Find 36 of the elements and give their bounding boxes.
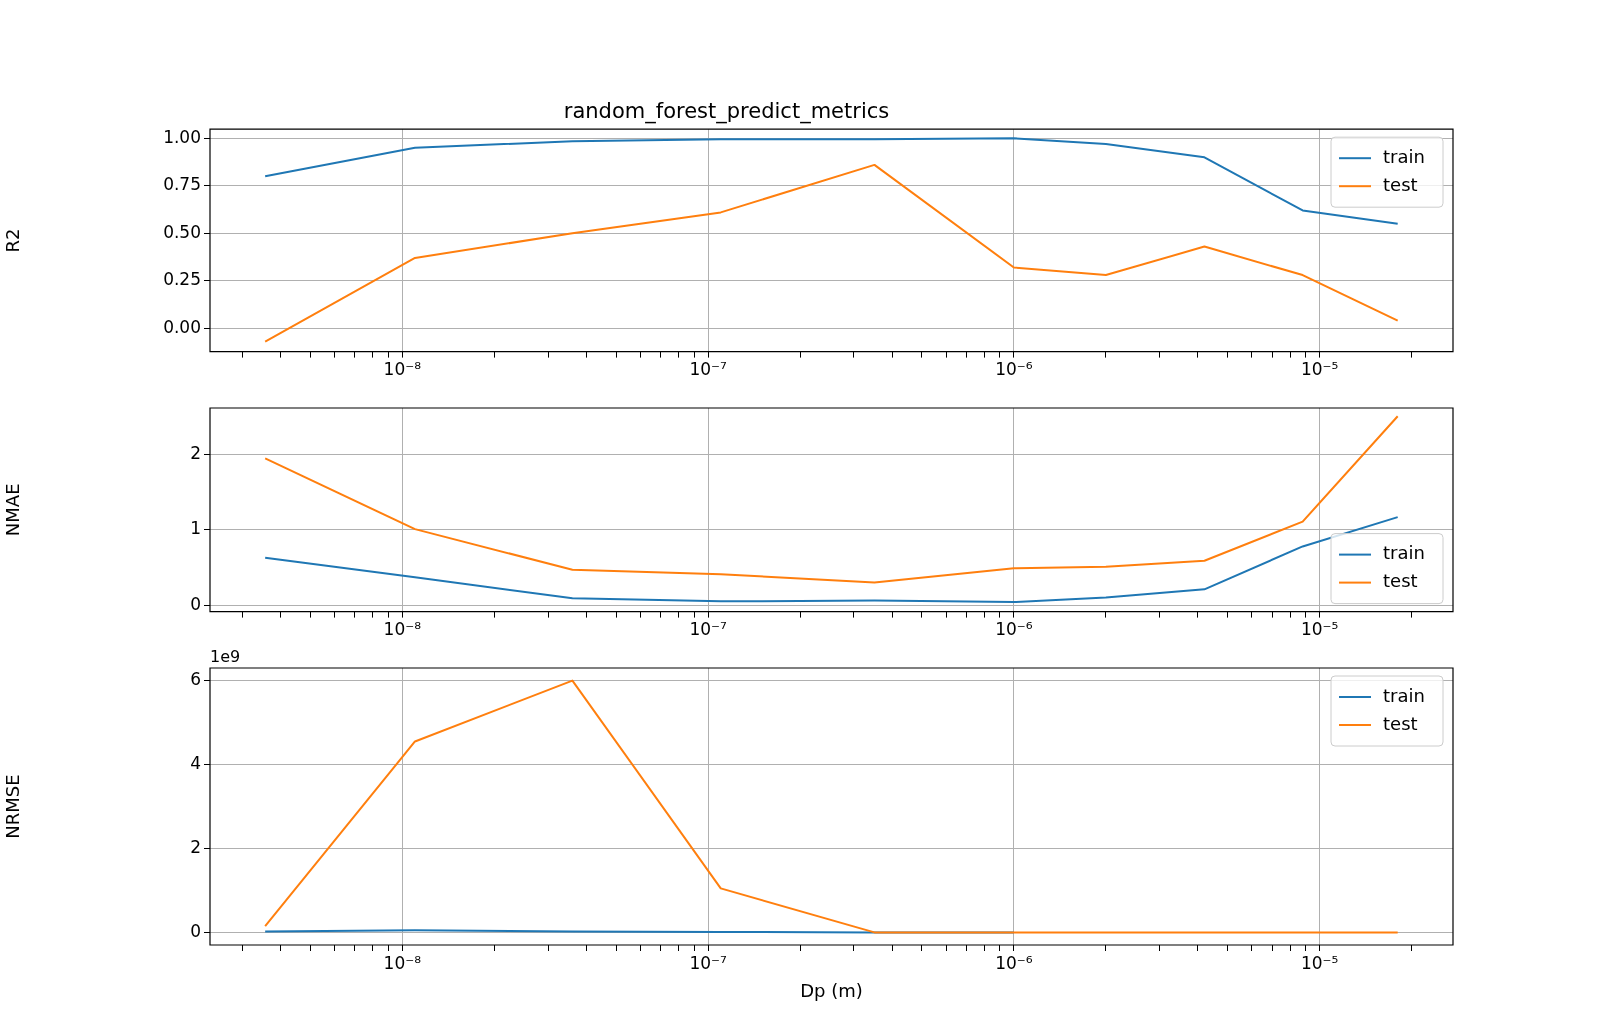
y-tick-label: 0.50 bbox=[163, 221, 201, 242]
legend-label: test bbox=[1383, 712, 1418, 734]
x-tick-label: 10⁻⁵ bbox=[1300, 952, 1339, 973]
legend-label: test bbox=[1383, 173, 1418, 195]
x-tick-label: 10⁻⁷ bbox=[689, 952, 727, 973]
x-tick-label: 10⁻⁶ bbox=[995, 619, 1033, 640]
y-tick-label: 1.00 bbox=[163, 126, 201, 147]
y-tick-label: 0.00 bbox=[163, 316, 201, 337]
y-tick-label: 0 bbox=[190, 920, 201, 941]
x-tick-label: 10⁻⁸ bbox=[383, 952, 422, 973]
y-tick-label: 6 bbox=[190, 669, 201, 690]
y-axis-title: NMAE bbox=[2, 483, 24, 537]
y-tick-label: 0 bbox=[190, 593, 201, 614]
y-tick-label: 4 bbox=[190, 752, 201, 773]
x-axis-title: Dp (m) bbox=[800, 979, 863, 1001]
legend-label: test bbox=[1383, 570, 1418, 592]
text: 1e9 bbox=[210, 647, 241, 667]
y-axis-title: R2 bbox=[2, 228, 24, 253]
y-tick-label: 0.75 bbox=[163, 174, 201, 195]
x-tick-label: 10⁻⁷ bbox=[689, 359, 727, 380]
y-tick-label: 2 bbox=[190, 443, 201, 464]
chart-title: random_forest_predict_metrics bbox=[563, 99, 890, 125]
y-tick-label: 2 bbox=[190, 836, 201, 857]
x-tick-label: 10⁻⁶ bbox=[995, 359, 1033, 380]
x-tick-label: 10⁻⁵ bbox=[1300, 359, 1339, 380]
legend-label: train bbox=[1383, 684, 1425, 706]
x-tick-label: 10⁻⁸ bbox=[383, 359, 422, 380]
y-tick-label: 0.25 bbox=[163, 269, 201, 290]
x-tick-label: 10⁻⁶ bbox=[995, 952, 1033, 973]
legend-label: train bbox=[1383, 542, 1425, 564]
x-tick-label: 10⁻⁵ bbox=[1300, 619, 1339, 640]
x-tick-label: 10⁻⁷ bbox=[689, 619, 727, 640]
x-tick-label: 10⁻⁸ bbox=[383, 619, 422, 640]
legend-label: train bbox=[1383, 145, 1425, 167]
y-tick-label: 1 bbox=[190, 518, 201, 539]
y-axis-title: NRMSE bbox=[2, 774, 24, 839]
